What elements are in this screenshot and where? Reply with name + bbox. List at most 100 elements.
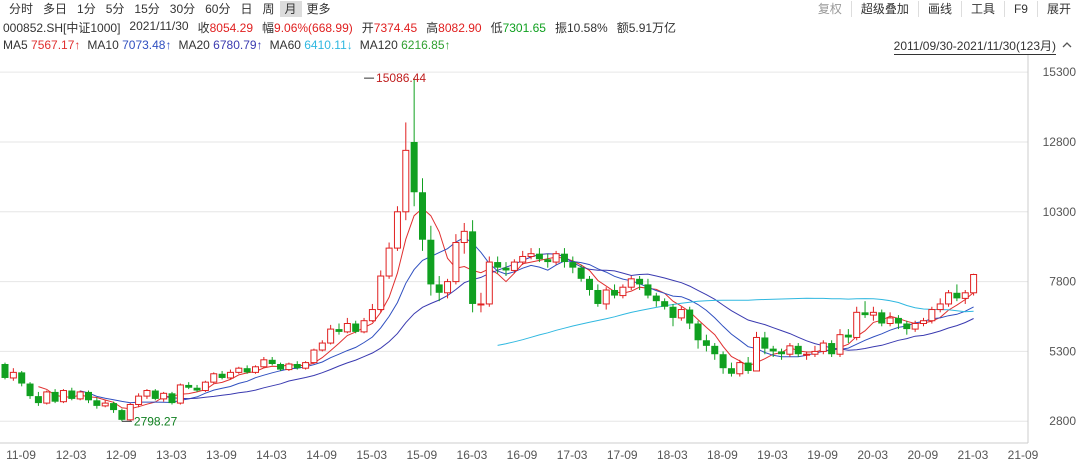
- candle-body-up: [602, 289, 610, 305]
- candle-body-up: [226, 371, 234, 379]
- candle-body-up: [619, 286, 627, 297]
- candle-body-up: [235, 367, 243, 373]
- tool-button-4[interactable]: F9: [1003, 1, 1037, 17]
- candle-body-down: [719, 354, 727, 369]
- candle-body-up: [260, 359, 268, 368]
- candle-body-up: [460, 230, 468, 244]
- y-tick-label: 7800: [1049, 275, 1076, 289]
- period-tab-2[interactable]: 1分: [77, 2, 96, 16]
- candle-body-down: [277, 363, 285, 370]
- candle-body-up: [485, 261, 493, 305]
- candle-body-down: [494, 262, 502, 268]
- x-tick-label: 14-03: [256, 448, 287, 462]
- candle-body-up: [143, 390, 151, 397]
- x-tick-label: 15-03: [356, 448, 387, 462]
- candle-body-down: [711, 345, 719, 355]
- x-tick-label: 11-09: [6, 448, 36, 462]
- tool-button-1[interactable]: 超级叠加: [850, 1, 918, 17]
- chevron-up-icon[interactable]: [1062, 40, 1072, 50]
- candle-body-up: [510, 261, 518, 271]
- period-tab-9[interactable]: 月: [279, 1, 302, 17]
- candle-body-down: [644, 284, 652, 296]
- candle-body-down: [34, 396, 42, 404]
- candle-body-down: [669, 306, 677, 318]
- candle-body-up: [853, 311, 861, 338]
- candle-body-down: [151, 390, 159, 399]
- candle-body-down: [410, 141, 418, 193]
- candle-body-down: [769, 348, 777, 352]
- candle-body-down: [469, 231, 477, 304]
- high-label: 高: [426, 21, 439, 35]
- amplitude-value: 10.58%: [566, 21, 608, 35]
- candle-body-down: [502, 267, 510, 271]
- period-tab-6[interactable]: 60分: [205, 2, 231, 16]
- candle-body-down: [352, 323, 360, 332]
- candle-body-up: [43, 391, 51, 404]
- candlestick-chart[interactable]: 2800 5300 7800 10300 12800 15300 11-09 12-03 12-…: [0, 55, 1080, 465]
- ma-legend-label: MA5: [3, 38, 32, 52]
- candle-body-down: [51, 391, 59, 402]
- candle-body-down: [335, 329, 343, 332]
- candle-body-down: [293, 363, 301, 369]
- candle-body-down: [569, 262, 577, 268]
- candle-body-up: [385, 247, 393, 277]
- period-tab-5[interactable]: 30分: [169, 2, 196, 16]
- candle-body-down: [268, 359, 276, 364]
- amplitude: 振10.58%: [555, 19, 608, 36]
- candle-body-up: [819, 342, 827, 352]
- candle-body-down: [794, 345, 802, 355]
- tool-button-3[interactable]: 工具: [960, 1, 1004, 17]
- date-range-selector[interactable]: 2011/09/30-2021/11/30(123月): [893, 39, 1056, 55]
- x-tick-label: 18-09: [707, 448, 738, 462]
- candle-body-up: [961, 292, 969, 299]
- ma-legend-label: MA120: [359, 38, 402, 52]
- period-tab-0[interactable]: 分时: [9, 2, 34, 16]
- extreme-value-label: 2798.27: [134, 414, 178, 428]
- security-code: 000852.SH[中证1000]: [3, 21, 121, 35]
- candle-body-up: [736, 362, 744, 375]
- period-tab-3[interactable]: 5分: [105, 2, 125, 16]
- candle-body-down: [778, 351, 786, 355]
- period-tab-10[interactable]: 更多: [306, 2, 331, 16]
- x-tick-label: 15-09: [406, 448, 437, 462]
- low-value: 7301.65: [502, 21, 546, 35]
- tool-button-5[interactable]: 展开: [1036, 1, 1080, 17]
- candle-body-down: [185, 384, 193, 388]
- ma-legend-item-ma60: MA60 6410.11↓: [270, 38, 353, 52]
- candle-body-up: [302, 362, 310, 369]
- open-value: 7374.45: [373, 21, 418, 35]
- candle-body-down: [26, 383, 34, 397]
- ma-legend-label: MA60: [269, 38, 305, 52]
- candle-body-down: [586, 278, 593, 290]
- candle-body-down: [1, 363, 9, 378]
- candle-body-down: [535, 253, 543, 260]
- candle-body-up: [786, 345, 794, 355]
- candle-body-down: [218, 373, 226, 378]
- tool-button-2[interactable]: 画线: [917, 1, 961, 17]
- x-tick-label: 21-03: [958, 448, 989, 462]
- x-tick-label: 18-03: [657, 448, 688, 462]
- period-tab-1[interactable]: 多日: [43, 2, 68, 16]
- y-tick-label: 12800: [1043, 135, 1077, 149]
- period-tab-7[interactable]: 日: [240, 2, 253, 16]
- candle-body-down: [110, 403, 118, 411]
- candle-body-down: [85, 391, 92, 401]
- candle-body-up: [836, 334, 844, 355]
- tool-button-0[interactable]: 复权: [817, 2, 842, 16]
- candle-body-down: [93, 400, 101, 406]
- candle-body-up: [318, 342, 326, 351]
- candle-body-up: [886, 317, 894, 325]
- candle-body-down: [744, 362, 752, 371]
- candle-body-up: [377, 275, 385, 311]
- x-tick-label: 12-09: [106, 448, 137, 462]
- candle-body-up: [911, 323, 919, 330]
- x-tick-label: 20-03: [857, 448, 888, 462]
- candle-body-up: [402, 149, 410, 213]
- period-tab-8[interactable]: 周: [262, 2, 275, 16]
- close-value: 8054.29: [209, 21, 253, 35]
- candle-body-down: [560, 253, 568, 263]
- period-tab-4[interactable]: 15分: [134, 2, 160, 16]
- candle-body-up: [252, 366, 259, 373]
- x-tick-label: 14-09: [306, 448, 337, 462]
